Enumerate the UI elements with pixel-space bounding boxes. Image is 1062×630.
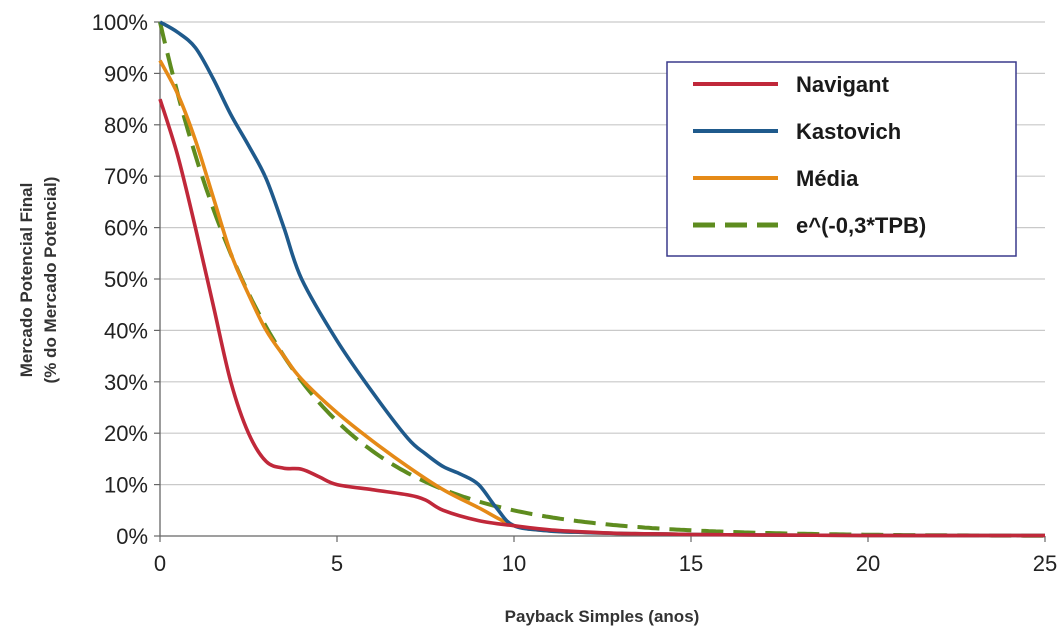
y-axis-title-group: Mercado Potencial Final (% do Mercado Po…: [17, 177, 60, 384]
y-tick-label: 10%: [104, 473, 148, 498]
y-tick-label: 80%: [104, 113, 148, 138]
legend-items: Navigant Kastovich Média e^(-0,3*TPB): [693, 72, 926, 238]
y-tick-label: 70%: [104, 164, 148, 189]
legend-label: Navigant: [796, 72, 890, 97]
x-tick-label: 15: [679, 551, 703, 576]
y-tick-labels: 0% 10% 20% 30% 40% 50% 60% 70% 80% 90% 100%: [92, 10, 148, 549]
y-tick-label: 30%: [104, 370, 148, 395]
x-tick-label: 5: [331, 551, 343, 576]
y-axis-title-line2: (% do Mercado Potencial): [41, 177, 60, 384]
legend-label: e^(-0,3*TPB): [796, 213, 926, 238]
x-tick-label: 10: [502, 551, 526, 576]
y-tick-label: 0%: [116, 524, 148, 549]
y-tick-label: 100%: [92, 10, 148, 35]
legend-label: Kastovich: [796, 119, 901, 144]
grid-lines: [160, 21, 1045, 486]
y-tick-label: 40%: [104, 318, 148, 343]
legend: Navigant Kastovich Média e^(-0,3*TPB): [666, 61, 1017, 257]
legend-label: Média: [796, 166, 859, 191]
y-axis-title-line1: Mercado Potencial Final: [17, 183, 36, 378]
series-lines: [158, 20, 1046, 538]
x-tick-label: 0: [154, 551, 166, 576]
y-tick-label: 60%: [104, 216, 148, 241]
y-tick-label: 90%: [104, 61, 148, 86]
x-tick-label: 25: [1033, 551, 1057, 576]
y-tick-label: 50%: [104, 267, 148, 292]
x-axis-title: Payback Simples (anos): [505, 607, 700, 626]
x-tick-label: 20: [856, 551, 880, 576]
x-tick-labels: 0 5 10 15 20 25: [154, 551, 1057, 576]
y-tick-label: 20%: [104, 421, 148, 446]
series-line-navigant: [158, 98, 1046, 538]
